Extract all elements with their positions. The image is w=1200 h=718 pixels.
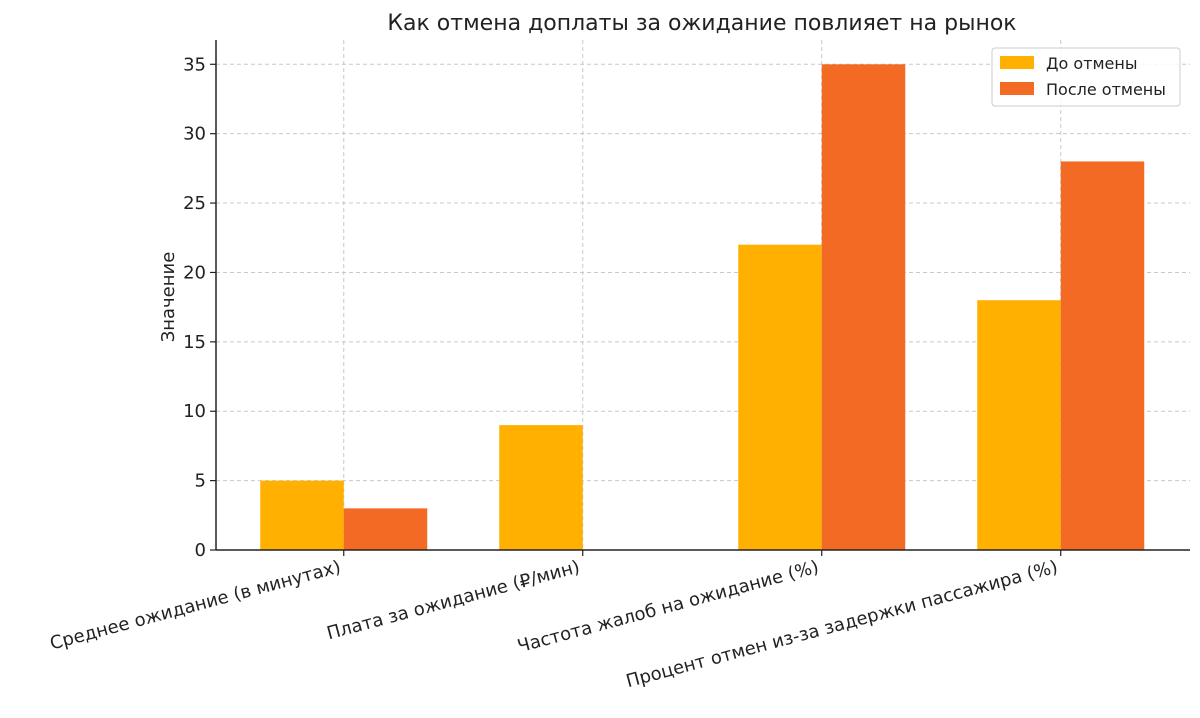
bars [260, 64, 1145, 551]
y-tick-label: 35 [183, 54, 206, 75]
grid [216, 40, 1190, 550]
bar-after-0 [343, 508, 428, 550]
y-tick-label: 10 [183, 401, 206, 422]
legend-label-after: После отмены [1046, 80, 1166, 99]
y-tick-label: 5 [195, 471, 206, 492]
legend-swatch-before [1000, 56, 1034, 69]
bar-before-2 [738, 244, 822, 550]
y-tick-label: 25 [183, 193, 206, 214]
x-tick-label: Среднее ожидание (в минутах) [48, 557, 343, 655]
y-axis-label: Значение [158, 252, 179, 343]
legend: До отмены После отмены [991, 47, 1181, 107]
y-tick-label: 0 [195, 540, 206, 561]
x-tick-labels: Среднее ожидание (в минутах)Плата за ожи… [48, 557, 1060, 693]
x-tick-label: Процент отмен из-за задержки пассажира (… [624, 557, 1060, 693]
bar-after-3 [1060, 161, 1145, 550]
bar-before-0 [260, 480, 344, 550]
y-tick-label: 15 [183, 332, 206, 353]
legend-box [991, 47, 1181, 107]
bar-before-1 [499, 425, 583, 550]
y-tick-label: 30 [183, 124, 206, 145]
y-tick-labels: 0 5 10 15 20 25 30 35 [183, 54, 206, 561]
legend-label-before: До отмены [1046, 54, 1138, 73]
chart-title: Как отмена доплаты за ожидание повлияет … [387, 11, 1016, 36]
bar-after-2 [821, 64, 906, 551]
y-tick-label: 20 [183, 262, 206, 283]
legend-swatch-after [1000, 82, 1034, 95]
axes [210, 40, 1190, 556]
bar-before-3 [977, 300, 1061, 550]
